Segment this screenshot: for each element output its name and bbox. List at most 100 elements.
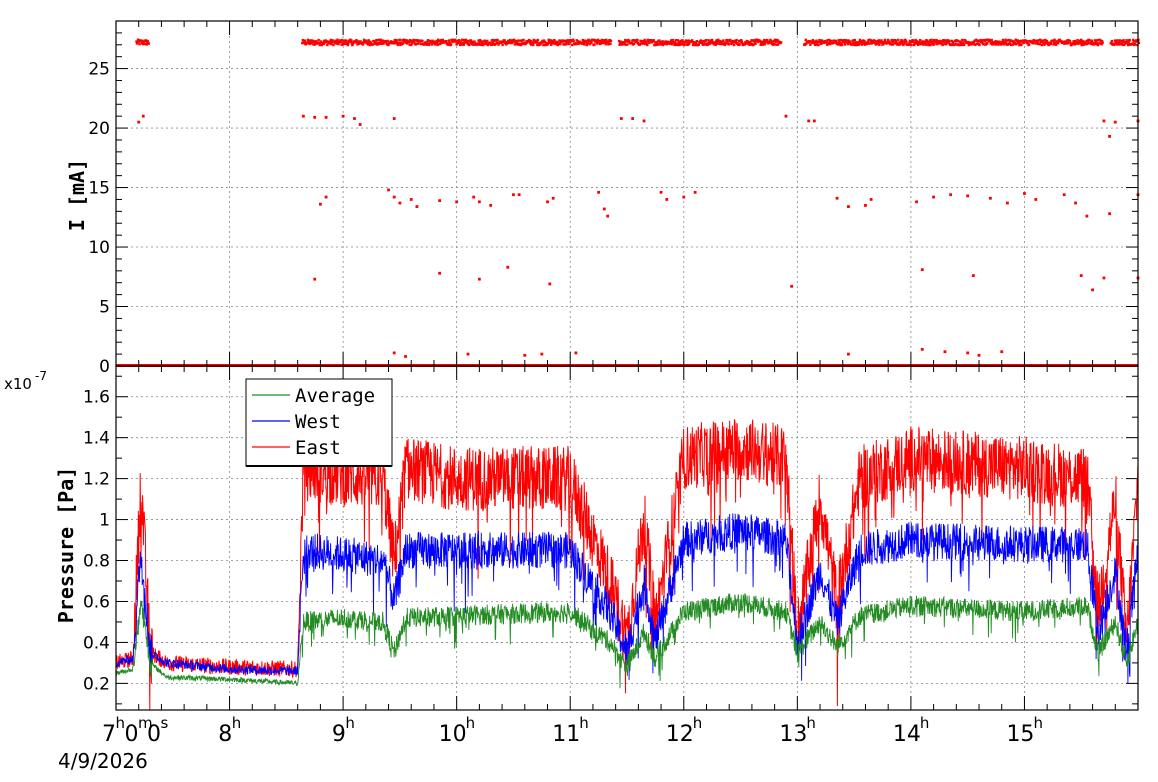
current-point (425, 43, 428, 46)
current-point (1116, 39, 1119, 42)
current-point (516, 39, 520, 42)
current-point (541, 41, 545, 44)
current-point (687, 42, 691, 46)
current-point (319, 202, 322, 206)
current-point (864, 41, 867, 44)
current-point (460, 43, 463, 46)
current-point (894, 40, 898, 43)
current-point (554, 42, 557, 46)
current-point (503, 39, 506, 42)
current-point (405, 42, 409, 45)
current-point (322, 42, 325, 46)
current-point (480, 41, 484, 45)
current-point (404, 355, 407, 358)
current-point (491, 41, 495, 44)
current-point (551, 42, 555, 45)
current-point (853, 38, 857, 42)
current-point (415, 42, 418, 46)
current-point (313, 43, 316, 46)
current-point (324, 115, 328, 119)
current-point (773, 42, 776, 46)
current-point (359, 40, 362, 43)
current-point (598, 40, 601, 43)
current-point (971, 274, 975, 277)
current-point (392, 195, 396, 199)
current-point (522, 38, 525, 42)
y-tick-label: 25 (88, 60, 110, 80)
x-tick-label-value: 8 (218, 722, 232, 747)
current-point (887, 39, 890, 43)
current-point (877, 39, 881, 42)
y-tick-label: 0.4 (83, 633, 110, 653)
current-point (549, 43, 553, 46)
current-point (588, 42, 592, 46)
current-point (838, 42, 842, 46)
current-point (426, 40, 429, 43)
current-point (409, 43, 413, 47)
current-point (445, 40, 448, 43)
current-point (485, 41, 488, 44)
current-point (582, 40, 585, 43)
current-point (1042, 39, 1046, 42)
current-point (1095, 39, 1098, 42)
current-point (959, 41, 963, 45)
date-label: 4/9/2026 (58, 749, 148, 773)
current-point (324, 195, 328, 199)
current-point (873, 39, 876, 43)
current-point (1023, 192, 1026, 195)
current-point (953, 43, 956, 47)
current-point (395, 39, 399, 42)
current-point (1092, 43, 1096, 46)
current-point (644, 41, 648, 44)
current-point (717, 38, 720, 42)
current-point (669, 42, 672, 45)
current-point (559, 42, 562, 46)
current-point (683, 43, 686, 47)
current-point (396, 43, 400, 47)
current-point (984, 38, 988, 42)
current-point (323, 39, 326, 42)
current-point (1094, 42, 1097, 46)
current-point (950, 39, 954, 43)
current-point (551, 196, 555, 200)
current-point (681, 43, 685, 46)
current-series (116, 38, 1141, 367)
current-point (585, 40, 588, 43)
current-point (375, 38, 378, 42)
current-point (967, 40, 970, 44)
current-point (607, 43, 610, 46)
current-point (594, 39, 598, 42)
current-point (1043, 42, 1047, 45)
current-point (889, 43, 893, 46)
current-point (515, 41, 519, 44)
current-point (740, 38, 743, 42)
current-point (694, 41, 697, 44)
current-point (438, 39, 441, 43)
current-point (463, 38, 466, 42)
current-point (843, 43, 847, 46)
current-point (572, 39, 575, 43)
current-point (609, 42, 612, 45)
current-point (362, 38, 366, 42)
current-point (597, 190, 601, 194)
current-point (592, 38, 596, 42)
scale-base: x10 (4, 375, 32, 393)
current-point (459, 40, 462, 43)
current-point (478, 41, 481, 44)
current-point (532, 43, 535, 47)
current-point (471, 43, 475, 46)
current-point (932, 195, 935, 199)
current-point (695, 39, 698, 43)
current-point (320, 40, 323, 43)
current-point (410, 42, 414, 45)
current-point (784, 114, 788, 118)
current-point (432, 40, 436, 43)
current-point (1125, 39, 1128, 42)
current-point (542, 39, 546, 42)
current-point (548, 282, 552, 286)
current-point (652, 39, 656, 42)
current-point (811, 38, 815, 42)
current-point (1088, 38, 1091, 42)
current-point (536, 38, 540, 42)
current-point (1068, 40, 1072, 43)
